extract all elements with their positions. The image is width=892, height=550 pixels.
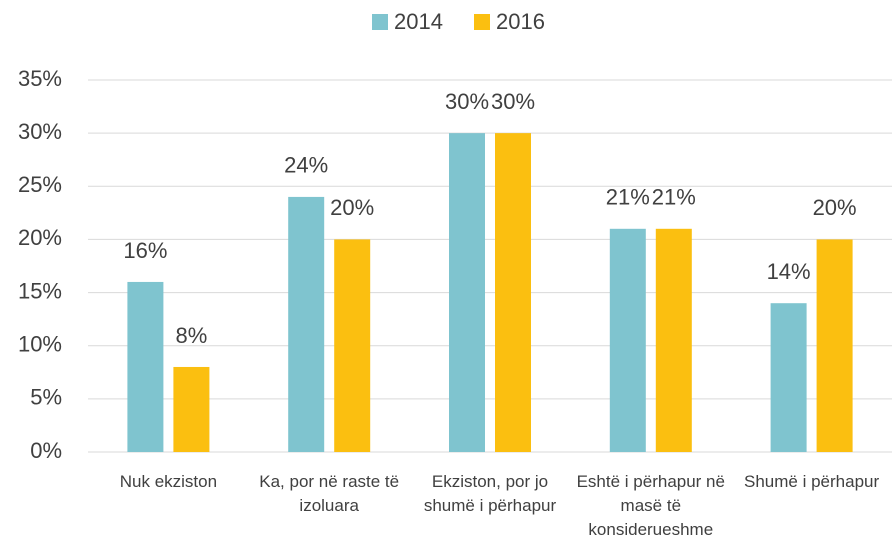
y-tick-label: 10% xyxy=(18,332,62,357)
x-tick-label: Nuk ekziston xyxy=(120,472,217,491)
x-tick-line: Nuk ekziston xyxy=(120,472,217,491)
data-label: 21% xyxy=(652,185,696,210)
x-tick-label: Ekziston, por jo shumë i përhapur xyxy=(424,472,557,515)
x-tick-line: Eshtë i përhapur në xyxy=(577,472,725,491)
y-tick-label: 25% xyxy=(18,172,62,197)
data-label: 30% xyxy=(491,89,535,114)
data-label: 16% xyxy=(123,238,167,263)
x-tick-line: konsiderueshme xyxy=(588,520,713,539)
bar xyxy=(288,196,325,452)
x-tick-label: Shumë i përhapur xyxy=(744,472,879,491)
bar xyxy=(655,228,692,452)
data-label: 21% xyxy=(606,185,650,210)
bar xyxy=(334,239,371,452)
bar xyxy=(816,239,853,452)
y-tick-label: 20% xyxy=(18,225,62,250)
legend-label: 2014 xyxy=(394,9,443,34)
bar xyxy=(770,303,807,452)
bar xyxy=(173,366,210,452)
bar xyxy=(495,133,531,452)
data-label: 24% xyxy=(284,153,328,178)
x-tick-line: izoluara xyxy=(299,496,359,515)
data-label: 30% xyxy=(445,89,489,114)
data-label: 14% xyxy=(767,259,811,284)
x-tick-line: Shumë i përhapur xyxy=(744,472,879,491)
x-tick-line: masë të xyxy=(621,496,681,515)
y-tick-label: 5% xyxy=(30,385,62,410)
bar xyxy=(127,281,164,452)
x-tick-line: Ekziston, por jo xyxy=(432,472,548,491)
data-label: 20% xyxy=(813,195,857,220)
bar xyxy=(609,228,646,452)
x-tick-label: Eshtë i përhapur në masë të konsiderueshme xyxy=(577,472,725,539)
legend-swatch xyxy=(474,14,490,30)
bar xyxy=(449,133,485,452)
y-tick-label: 0% xyxy=(30,438,62,463)
y-tick-label: 30% xyxy=(18,119,62,144)
legend-swatch xyxy=(372,14,388,30)
x-tick-line: Ka, por në raste të xyxy=(259,472,399,491)
x-tick-line: shumë i përhapur xyxy=(424,496,557,515)
y-tick-label: 35% xyxy=(18,66,62,91)
data-label: 8% xyxy=(176,323,208,348)
x-tick-label: Ka, por në raste të izoluara xyxy=(259,472,399,515)
legend-label: 2016 xyxy=(496,9,545,34)
y-tick-label: 15% xyxy=(18,278,62,303)
data-label: 20% xyxy=(330,195,374,220)
